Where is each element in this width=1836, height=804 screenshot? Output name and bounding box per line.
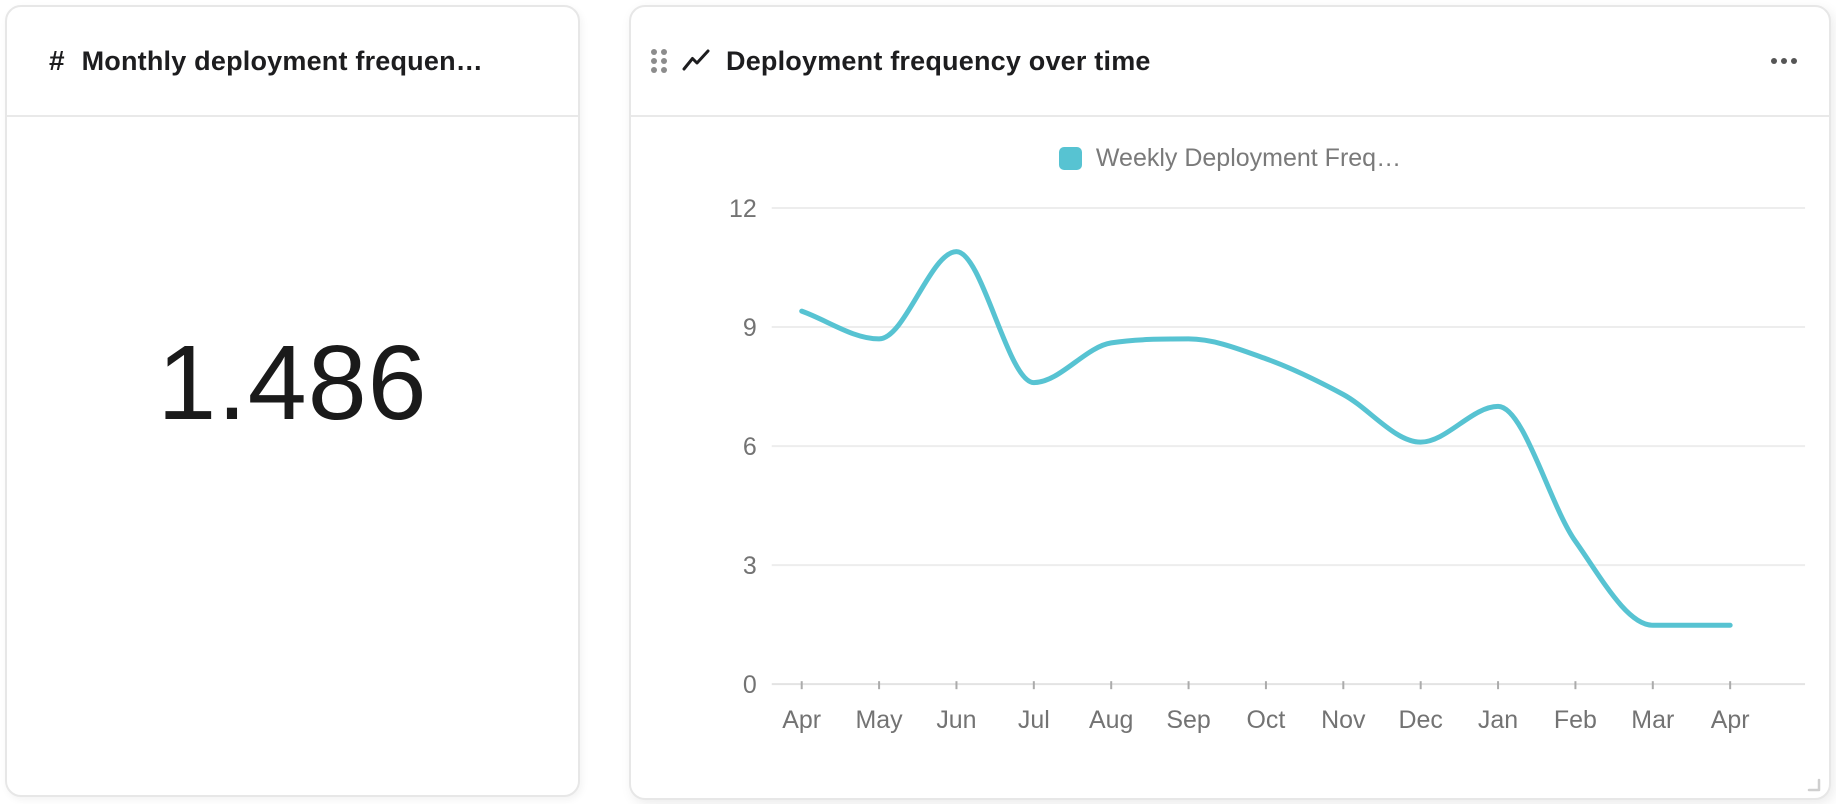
deployment-frequency-chart[interactable]: 0 3 6 9 12 Apr May Jun Jul Aug Sep Oct Nov Dec Jan Feb M…	[631, 189, 1829, 798]
x-tick-label: May	[856, 706, 904, 734]
x-tick-label: Sep	[1166, 706, 1210, 734]
x-tick-label: Dec	[1399, 706, 1443, 734]
series-line	[799, 249, 1733, 628]
chart-legend[interactable]: Weekly Deployment Freq…	[631, 127, 1829, 189]
drag-handle-icon[interactable]	[651, 49, 667, 73]
chart-widget-card: Deployment frequency over time Weekly De…	[629, 5, 1831, 800]
x-tick-label: Mar	[1631, 706, 1674, 734]
x-tick-label: Aug	[1089, 706, 1133, 734]
metric-widget-body: 1.486	[7, 117, 578, 795]
chart-widget-header: Deployment frequency over time	[631, 7, 1829, 117]
metric-value: 1.486	[157, 323, 428, 442]
resize-handle-icon[interactable]	[1804, 775, 1822, 793]
x-tick-label: Jun	[936, 706, 976, 734]
legend-label: Weekly Deployment Freq…	[1095, 143, 1402, 172]
metric-widget-title: Monthly deployment frequen…	[81, 45, 483, 76]
more-options-icon[interactable]	[1767, 50, 1801, 72]
x-tick-label: Nov	[1321, 706, 1366, 734]
x-tick-label: Jan	[1478, 706, 1518, 734]
metric-widget-header: # Monthly deployment frequen…	[7, 7, 578, 117]
x-tick-label: Jul	[1018, 706, 1050, 734]
x-tick-label: Feb	[1554, 706, 1597, 734]
y-tick-label: 9	[743, 314, 757, 342]
y-tick-label: 3	[743, 552, 757, 580]
metric-widget-card: # Monthly deployment frequen… 1.486	[5, 5, 580, 797]
x-tick-label: Apr	[782, 706, 821, 734]
chart-widget-title: Deployment frequency over time	[726, 45, 1151, 76]
legend-swatch	[1058, 146, 1082, 170]
line-chart-icon	[680, 45, 712, 77]
number-metric-icon: #	[49, 45, 65, 76]
y-tick-label: 12	[729, 195, 757, 223]
x-tick-label: Apr	[1711, 706, 1750, 734]
y-tick-label: 0	[743, 671, 757, 699]
y-tick-label: 6	[743, 433, 757, 461]
x-tick-label: Oct	[1247, 706, 1286, 734]
chart-widget-body: Weekly Deployment Freq… 0 3 6 9 12 Apr May Jun J…	[631, 117, 1829, 798]
